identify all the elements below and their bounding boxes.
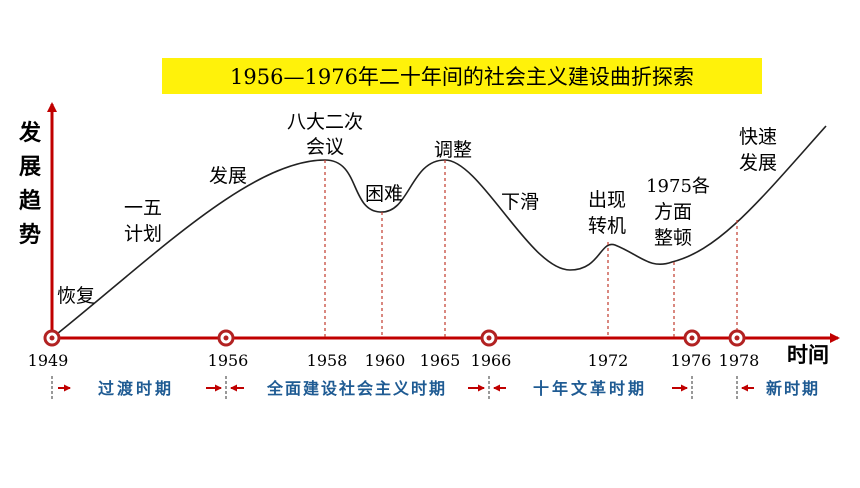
annotation-eighth-congress: 八大二次 bbox=[287, 111, 363, 133]
year-label: 1966 bbox=[471, 351, 512, 370]
annotation-five-year-plan: 一五 bbox=[124, 197, 162, 219]
annotation-turnaround: 转机 bbox=[588, 215, 626, 237]
annotation-turnaround: 出现 bbox=[588, 189, 626, 211]
annotation-recovery: 恢复 bbox=[57, 285, 95, 307]
y-axis-label-char: 势 bbox=[19, 222, 41, 248]
marker-1966 bbox=[480, 329, 498, 347]
diagram-title: 1956—1976年二十年间的社会主义建设曲折探索 bbox=[162, 58, 762, 94]
period-label-new-era: 新时期 bbox=[766, 379, 820, 398]
trend-curve bbox=[51, 125, 827, 339]
year-label: 1960 bbox=[365, 351, 406, 370]
period-label-transition: 过渡时期 bbox=[98, 379, 174, 398]
annotation-decline: 下滑 bbox=[501, 191, 539, 213]
marker-1976 bbox=[683, 329, 701, 347]
period-label-cultural-revolution: 十年文革时期 bbox=[533, 379, 647, 398]
year-label: 1972 bbox=[588, 351, 629, 370]
annotation-development: 发展 bbox=[209, 165, 247, 187]
x-axis-label: 时间 bbox=[787, 342, 829, 367]
marker-1956 bbox=[217, 329, 235, 347]
annotation-1975-rectification: 方面 bbox=[654, 201, 692, 223]
year-label: 1978 bbox=[719, 351, 760, 370]
marker-1978 bbox=[728, 329, 746, 347]
annotation-rapid-development: 快速 bbox=[739, 126, 777, 148]
annotation-adjustment: 调整 bbox=[434, 139, 472, 161]
annotation-rapid-development: 发展 bbox=[739, 152, 777, 174]
annotation-eighth-congress: 会议 bbox=[306, 136, 344, 158]
year-label: 1976 bbox=[671, 351, 712, 370]
year-label: 1965 bbox=[420, 351, 461, 370]
annotation-1975-rectification: 1975各 bbox=[646, 176, 710, 197]
y-axis-label-char: 趋 bbox=[19, 188, 42, 214]
period-label-socialist-construction: 全面建设社会主义时期 bbox=[266, 379, 447, 398]
y-axis-label-char: 展 bbox=[19, 154, 41, 180]
year-label: 1958 bbox=[307, 351, 348, 370]
year-label: 1949 bbox=[28, 351, 69, 370]
marker-1949 bbox=[43, 329, 61, 347]
annotation-1975-rectification: 整顿 bbox=[654, 227, 692, 249]
annotation-five-year-plan: 计划 bbox=[124, 223, 162, 245]
y-axis-label-char: 发 bbox=[18, 120, 42, 146]
annotation-difficulty: 困难 bbox=[365, 183, 403, 205]
year-label: 1956 bbox=[208, 351, 249, 370]
